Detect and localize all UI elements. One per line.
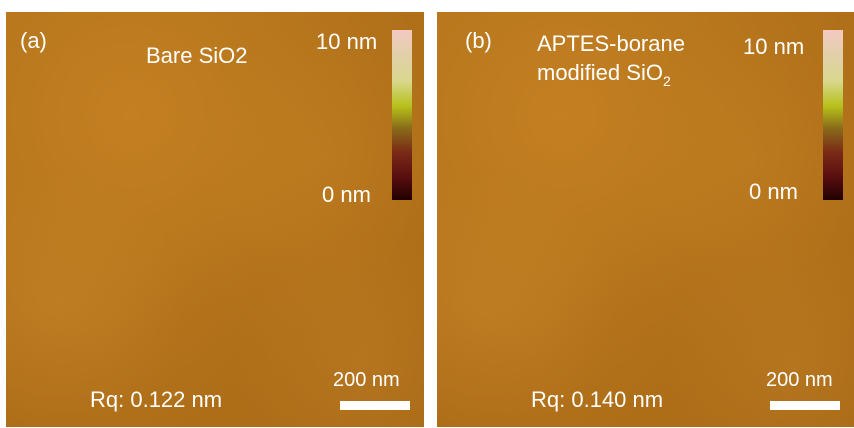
height-colorbar [823,30,843,200]
colorbar-min-label: 0 nm [749,179,798,204]
panel-title: Bare SiO2 [146,43,248,68]
colorbar-max-label: 10 nm [316,29,378,54]
scalebar-label: 200 nm [766,369,833,391]
scalebar [340,401,410,410]
panel-label: (b) [465,28,492,53]
panel-title-line1: APTES-borane [537,31,685,56]
panel-title-line2-subscript: 2 [662,72,671,89]
panel-label: (a) [20,28,47,53]
roughness-value: Rq: 0.122 nm [90,387,223,412]
afm-panel-a: (a) Bare SiO2 10 nm 0 nm Rq: 0.122 nm 20… [6,12,424,427]
scalebar-label: 200 nm [333,369,400,391]
afm-panel-b: (b) APTES-borane modified SiO2 10 nm 0 n… [437,12,854,427]
scalebar [770,401,840,410]
height-colorbar [392,30,412,200]
colorbar-max-label: 10 nm [743,34,805,59]
roughness-value: Rq: 0.140 nm [531,387,664,412]
colorbar-min-label: 0 nm [322,182,371,207]
panel-title: APTES-borane modified SiO2 [537,30,685,90]
panel-title-line2-main: modified SiO [537,59,663,85]
panel-title-line2: modified SiO2 [537,59,685,90]
